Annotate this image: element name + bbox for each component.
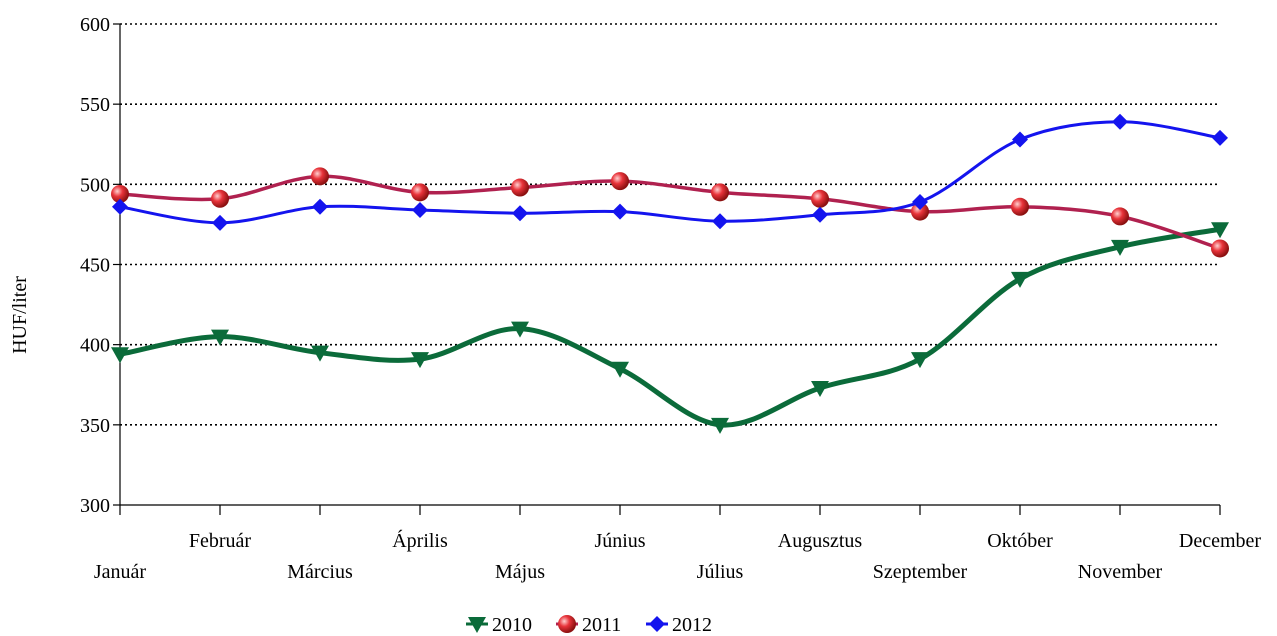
series-line <box>119 226 1221 428</box>
legend-item: 2012 <box>646 614 712 636</box>
legend-label: 2011 <box>582 614 621 636</box>
x-tick-label: November <box>1078 561 1163 583</box>
legend-marker <box>558 615 576 633</box>
data-point <box>1111 239 1129 256</box>
x-tick-label: Április <box>392 529 448 552</box>
legend: 2010 2011 2012 <box>466 614 712 636</box>
data-point <box>711 417 729 434</box>
data-point <box>1211 239 1229 258</box>
y-tick-label: 550 <box>80 94 110 116</box>
y-tick-label: 300 <box>80 495 110 517</box>
x-tick-label: Szeptember <box>873 561 968 583</box>
legend-marker <box>649 616 665 632</box>
y-tick-label: 500 <box>80 174 110 196</box>
data-point <box>811 189 829 208</box>
data-point <box>311 167 329 186</box>
data-point <box>711 183 729 202</box>
data-point <box>511 178 529 197</box>
x-tick-label: Augusztus <box>778 530 863 552</box>
data-point <box>312 198 328 215</box>
data-point <box>511 321 529 338</box>
data-point <box>611 361 629 378</box>
y-tick-label: 600 <box>80 14 110 36</box>
y-tick-label: 400 <box>80 335 110 357</box>
data-point <box>111 347 129 364</box>
data-point <box>912 193 928 210</box>
data-point <box>211 189 229 208</box>
data-point <box>111 184 129 203</box>
gridlines <box>120 23 1220 426</box>
x-tick-label: December <box>1179 530 1262 552</box>
data-point <box>112 198 128 215</box>
data-point <box>311 345 329 362</box>
x-tick-label: Június <box>594 530 645 552</box>
series-line <box>119 120 1221 225</box>
x-tick-label: Február <box>189 530 252 552</box>
legend-item: 2010 <box>466 614 532 636</box>
series-line <box>119 174 1221 251</box>
data-point <box>512 205 528 222</box>
data-point <box>812 206 828 223</box>
data-point <box>712 213 728 230</box>
data-point <box>611 172 629 191</box>
x-tick-label: Július <box>697 561 744 583</box>
data-point <box>1011 197 1029 216</box>
y-tick-label: 350 <box>80 415 110 437</box>
series-2011 <box>111 167 1229 258</box>
data-point <box>911 352 929 369</box>
axes: 300 350 400 450 500 550 600 Január Február Márciu… <box>80 14 1261 583</box>
x-tick-label: Január <box>94 561 147 583</box>
series-layer <box>111 113 1229 434</box>
legend-label: 2010 <box>492 614 532 636</box>
data-point <box>411 183 429 202</box>
data-point <box>1111 207 1129 226</box>
data-point <box>911 202 929 221</box>
series-2010 <box>111 222 1229 434</box>
series-2012 <box>112 113 1228 231</box>
data-point <box>412 201 428 218</box>
y-tick-label: 450 <box>80 255 110 277</box>
data-point <box>612 203 628 220</box>
data-point <box>411 352 429 369</box>
y-axis-label: HUF/liter <box>9 276 31 354</box>
data-point <box>212 214 228 231</box>
data-point <box>1211 222 1229 239</box>
legend-item: 2011 <box>556 614 621 636</box>
data-point <box>1012 131 1028 148</box>
data-point <box>1112 113 1128 130</box>
data-point <box>1212 129 1228 146</box>
legend-label: 2012 <box>672 614 712 636</box>
data-point <box>1011 271 1029 288</box>
data-point <box>811 380 829 397</box>
x-tick-label: Október <box>987 530 1053 552</box>
legend-marker <box>468 617 486 633</box>
data-point <box>211 329 229 346</box>
x-tick-label: Május <box>495 561 545 583</box>
x-tick-label: Március <box>287 561 353 583</box>
